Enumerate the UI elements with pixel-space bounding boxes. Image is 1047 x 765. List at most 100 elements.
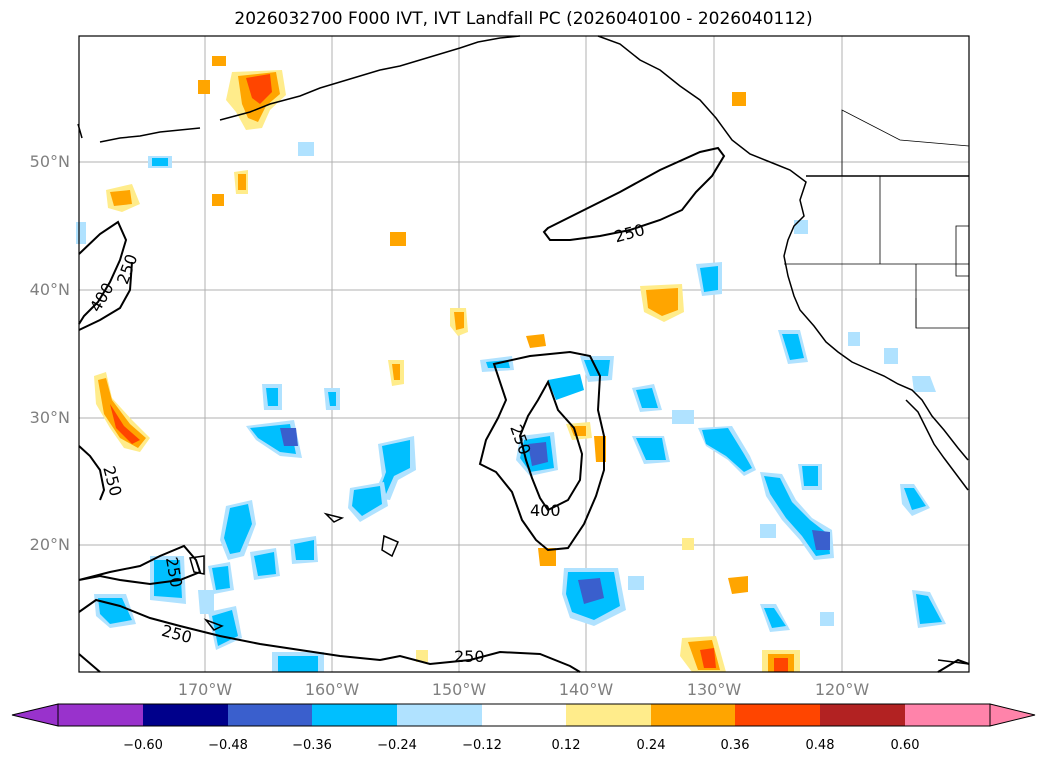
colorbar-segment (651, 704, 735, 726)
pc-blob (212, 56, 226, 66)
pc-blob (98, 598, 132, 624)
ivt-contours (78, 146, 970, 673)
pc-blob (538, 548, 556, 566)
colorbar-segment (820, 704, 905, 726)
pc-blob (884, 348, 898, 364)
colorbar-segment (143, 704, 228, 726)
pc-blob (198, 80, 210, 94)
pc-blob (636, 438, 666, 460)
pc-blob (916, 594, 942, 624)
colorbar-tick-label: 0.48 (805, 738, 835, 753)
pc-blob (352, 486, 382, 516)
pc-blob (328, 392, 336, 406)
pc-blob (812, 530, 830, 550)
map-title: 2026032700 F000 IVT, IVT Landfall PC (20… (234, 9, 813, 29)
lon-label: 150°W (431, 680, 487, 699)
state-borders (784, 109, 970, 329)
colorbar-segment (228, 704, 312, 726)
lon-label: 130°W (686, 680, 742, 699)
colorbar-segment (905, 704, 990, 726)
pc-blob (526, 334, 546, 348)
pc-blob (416, 650, 428, 662)
pc-blob (774, 658, 788, 672)
lon-label: 160°W (304, 680, 360, 699)
pc-blob (298, 142, 314, 156)
pc-blob (732, 92, 746, 106)
pc-blob (628, 576, 644, 590)
colorbar-tick-label: 0.24 (636, 738, 666, 753)
map-frame (78, 35, 970, 673)
pc-blob (782, 334, 804, 360)
pc-blob (390, 232, 406, 246)
pc-blob (110, 404, 140, 444)
contour-label: 250 (113, 252, 141, 287)
colorbar-tick-label: 0.36 (720, 738, 750, 753)
colorbar-segment (566, 704, 651, 726)
pc-blob (646, 288, 678, 316)
pc-blob (912, 376, 936, 392)
pc-blob (392, 364, 400, 380)
colorbar-frame (57, 703, 991, 727)
pc-blob (700, 648, 716, 668)
pc-blob (98, 378, 146, 448)
pc-blob (110, 190, 132, 206)
contour-label: 250 (506, 422, 534, 457)
pc-blob (254, 552, 276, 576)
pc-blob (224, 504, 252, 554)
pc-blob (212, 610, 238, 646)
pc-blob (802, 466, 818, 486)
lat-label: 30°N (29, 408, 70, 427)
pc-blob (794, 220, 808, 234)
colorbar-tick-label: −0.60 (123, 738, 163, 753)
colorbar (11, 703, 1036, 727)
colorbar-tick-label: −0.12 (462, 738, 502, 753)
pc-blob (212, 194, 224, 206)
colorbar-segment (58, 704, 143, 726)
graticule (79, 36, 969, 672)
colorbar-segment (397, 704, 482, 726)
pc-blob (700, 266, 718, 292)
pc-blob (904, 488, 926, 510)
pc-blob (578, 578, 604, 604)
colorbar-tick-label: −0.48 (208, 738, 248, 753)
colorbar-tick-label: −0.36 (292, 738, 332, 753)
pc-blob (728, 576, 748, 594)
contour-label: 250 (160, 621, 194, 647)
contour-label: 400 (530, 501, 561, 520)
pc-blob (76, 222, 86, 244)
pc-blob (280, 428, 298, 446)
lon-label: 140°W (558, 680, 614, 699)
pc-blob (198, 590, 214, 614)
pc-blob (764, 608, 786, 628)
colorbar-tick-label: −0.24 (377, 738, 417, 753)
colorbar-tick-label: 0.60 (890, 738, 920, 753)
pc-blob (246, 74, 272, 104)
pc-blob (152, 158, 168, 166)
pc-blob (294, 540, 314, 560)
colorbar-extend-low (11, 703, 59, 727)
negative-pc-areas (76, 142, 946, 672)
pc-blob (154, 560, 182, 598)
lat-label: 40°N (29, 280, 70, 299)
pc-blob (212, 566, 230, 590)
lat-label: 20°N (29, 535, 70, 554)
pc-blob (266, 388, 278, 406)
pc-blob (454, 312, 464, 330)
contour-label: 250 (454, 647, 485, 666)
colorbar-segment (735, 704, 820, 726)
colorbar-segment (482, 704, 566, 726)
pc-blob (278, 656, 318, 672)
lon-label: 170°W (177, 680, 233, 699)
pc-blob (702, 428, 752, 472)
lat-label: 50°N (29, 152, 70, 171)
pc-blob (528, 442, 548, 466)
lon-label: 120°W (814, 680, 870, 699)
contour-label: 250 (612, 220, 646, 246)
pc-blob (238, 174, 246, 190)
positive-pc-areas (94, 56, 800, 672)
pc-blob (636, 388, 658, 408)
pc-blob (682, 538, 694, 550)
pc-blob (378, 440, 410, 494)
pc-blob (820, 612, 834, 626)
